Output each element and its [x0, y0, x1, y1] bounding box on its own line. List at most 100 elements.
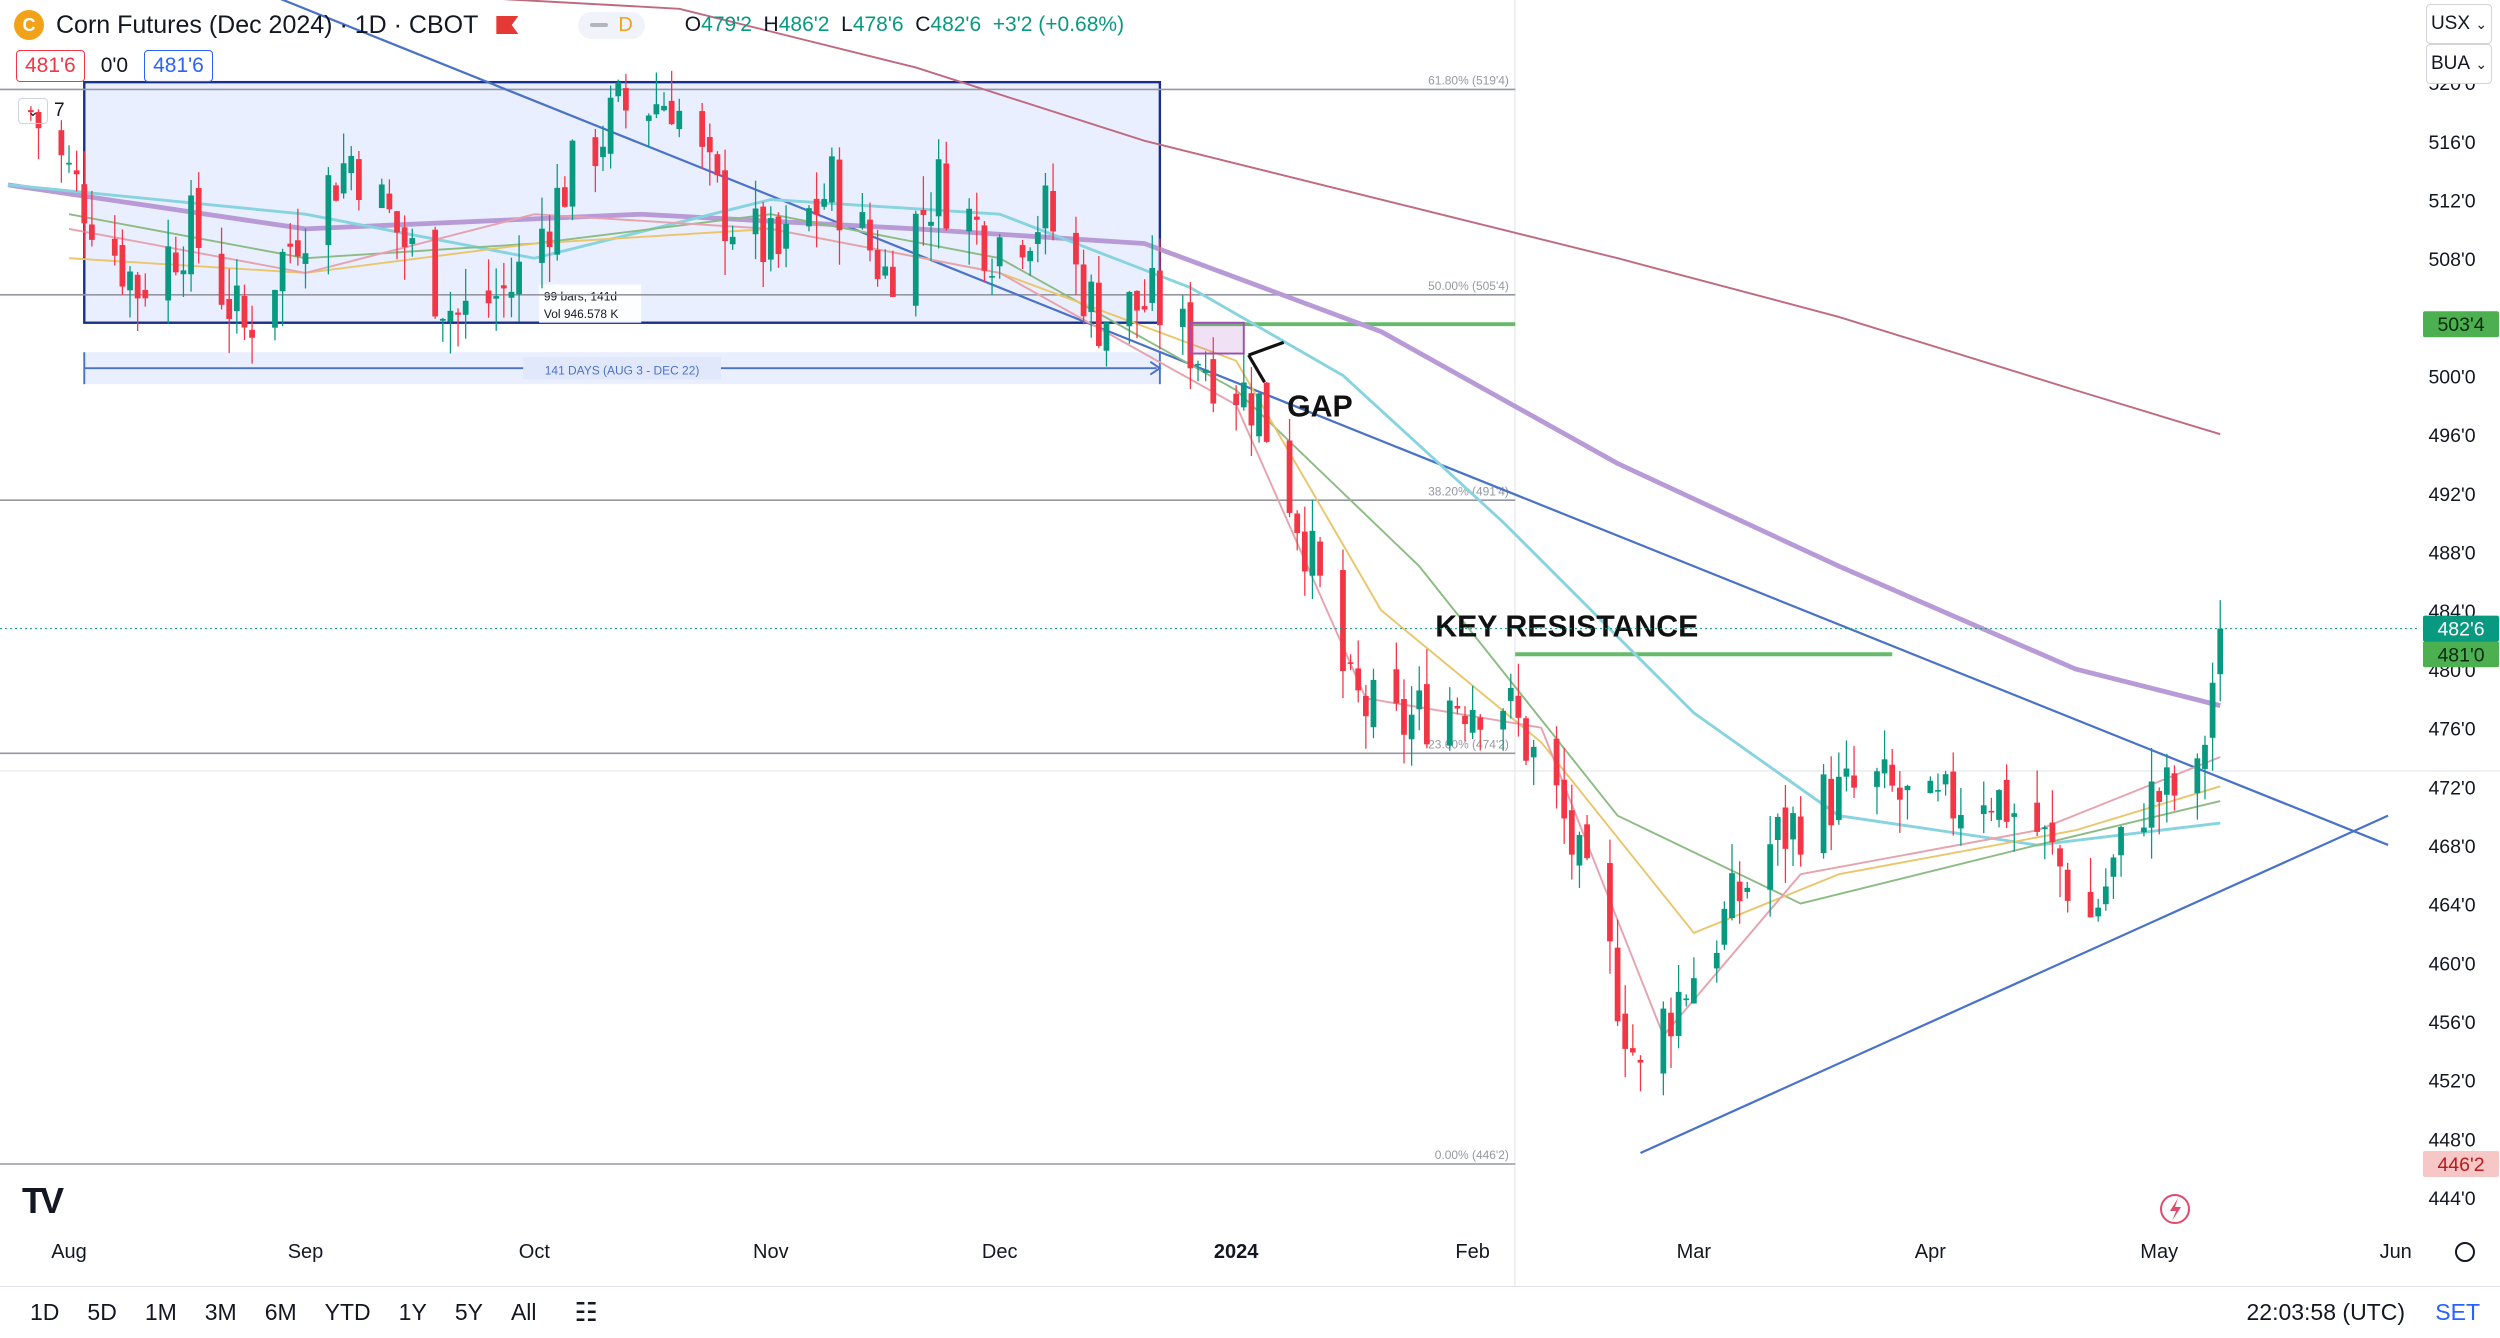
timeframe-1d[interactable]: 1D	[30, 1299, 60, 1325]
candle-body	[607, 97, 614, 154]
candle-body	[783, 223, 789, 249]
candle-body	[1256, 393, 1262, 437]
candle-body	[1027, 250, 1034, 262]
indicators-toggle[interactable]: ⌄ 7	[18, 98, 65, 124]
timeframe-5y[interactable]: 5Y	[454, 1299, 483, 1325]
candle-body	[2064, 869, 2071, 901]
measure-info-bg	[539, 284, 642, 323]
low-value: 478'6	[852, 13, 904, 36]
unit-select[interactable]: BUA ⌄	[2426, 44, 2492, 84]
timeframe-3m[interactable]: 3M	[204, 1299, 237, 1325]
time-axis-tick: Jun	[2380, 1241, 2412, 1263]
candle-body	[1584, 824, 1590, 859]
candle-body	[2095, 907, 2102, 917]
time-axis-tick: Feb	[1455, 1241, 1489, 1263]
last-price-tag: 482'6	[2437, 619, 2484, 641]
candle-body	[2041, 827, 2048, 830]
currency-select[interactable]: USX ⌄	[2426, 4, 2492, 44]
candle-body	[1446, 700, 1453, 746]
candle-body	[1843, 768, 1850, 777]
candle-body	[554, 187, 561, 255]
price-axis-tick: 496'0	[2428, 425, 2475, 447]
calendar-range-icon[interactable]: ☷	[574, 1297, 598, 1327]
candle-body	[340, 163, 347, 194]
bottom-toolbar: 1D 5D 1M 3M 6M YTD 1Y 5Y All ☷ 22:03:58 (UTC) SE…	[0, 1286, 2500, 1338]
timeframe-1y[interactable]: 1Y	[398, 1299, 427, 1325]
candle-body	[767, 218, 774, 260]
sell-button[interactable]: 481'6	[16, 50, 85, 82]
timeframe-6m[interactable]: 6M	[264, 1299, 297, 1325]
candle-body	[1683, 998, 1690, 1001]
candle-body	[1202, 369, 1209, 373]
candle-body	[1416, 690, 1423, 710]
candle-body	[989, 276, 995, 278]
candle-body	[233, 285, 240, 312]
candle-body	[1935, 790, 1941, 792]
timeframe-all[interactable]: All	[510, 1299, 537, 1325]
moving-average-line	[68, 213, 2221, 1037]
close-value: 482'6	[930, 13, 982, 36]
candle-body	[172, 252, 179, 273]
symbol-title[interactable]: Corn Futures (Dec 2024) · 1D · CBOT	[56, 10, 479, 39]
session-button[interactable]: SET	[2435, 1299, 2480, 1325]
candle-body	[1713, 952, 1720, 969]
timeframe-5d[interactable]: 5D	[87, 1299, 117, 1325]
candle-body	[722, 170, 728, 242]
candle-body	[249, 329, 255, 338]
candle-body	[1607, 863, 1613, 942]
data-status-pill[interactable]: D	[578, 11, 645, 39]
candle-body	[935, 159, 942, 217]
candle-body	[867, 219, 873, 251]
candle-body	[325, 175, 332, 246]
candle-body	[81, 184, 88, 224]
candle-body	[2057, 848, 2063, 867]
candle-body	[1668, 1012, 1674, 1037]
tradingview-logo[interactable]: TV	[22, 1180, 64, 1221]
candle-body	[1103, 322, 1110, 351]
candle-body	[1340, 569, 1346, 671]
timeframe-1m[interactable]: 1M	[144, 1299, 177, 1325]
candle-body	[1820, 774, 1827, 854]
trendline	[280, 0, 2389, 846]
candle-body	[35, 112, 42, 129]
candle-body	[1828, 778, 1835, 826]
candle-body	[378, 184, 385, 209]
candle-body	[1149, 268, 1156, 303]
fib-zero-price-tag: 446'2	[2437, 1154, 2484, 1176]
utc-clock[interactable]: 22:03:58 (UTC)	[2246, 1299, 2405, 1325]
fib-level-label: 61.80% (519'4)	[1428, 74, 1509, 88]
candle-body	[1019, 245, 1026, 258]
candle-body	[1889, 764, 1896, 786]
candle-body	[1301, 531, 1308, 572]
candle-body	[516, 261, 522, 295]
flag-icon[interactable]	[496, 16, 519, 34]
candle-body	[546, 231, 553, 248]
candle-body	[348, 155, 355, 174]
candle-body	[874, 249, 881, 280]
candle-body	[432, 229, 439, 317]
candle-body	[66, 162, 72, 165]
time-axis-tick: Oct	[519, 1241, 551, 1263]
candle-body	[302, 253, 309, 264]
candle-body	[813, 198, 820, 215]
candle-body	[134, 274, 141, 299]
trendline	[1640, 814, 2389, 1155]
fib-level-label: 50.00% (505'4)	[1428, 279, 1509, 293]
candle-body	[1744, 887, 1751, 892]
candle-body	[1477, 717, 1484, 730]
candle-body	[706, 136, 713, 153]
candle-body	[996, 237, 1003, 267]
candle-body	[195, 188, 202, 248]
candle-body	[1210, 359, 1217, 404]
candlestick-chart[interactable]: 141 DAYS (AUG 3 - DEC 22) 99 bars, 141d Vo…	[0, 0, 2500, 1286]
candle-body	[165, 246, 172, 301]
timeframe-buttons: 1D 5D 1M 3M 6M YTD 1Y 5Y All	[30, 1299, 565, 1326]
flash-icon[interactable]	[2160, 1194, 2190, 1224]
buy-button[interactable]: 481'6	[144, 50, 213, 82]
candle-body	[1782, 807, 1789, 849]
plot-area: 141 DAYS (AUG 3 - DEC 22) 99 bars, 141d Vo…	[0, 0, 2389, 1165]
gear-icon[interactable]	[2455, 1242, 2475, 1262]
candle-body	[2202, 744, 2208, 769]
timeframe-ytd[interactable]: YTD	[324, 1299, 371, 1325]
price-axis-tick: 500'0	[2428, 367, 2475, 389]
